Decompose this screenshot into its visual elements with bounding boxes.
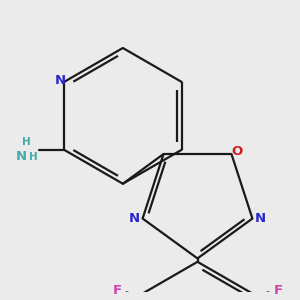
Text: N: N xyxy=(255,212,266,225)
Text: O: O xyxy=(231,145,242,158)
Text: N: N xyxy=(16,150,27,163)
Text: N: N xyxy=(54,74,66,87)
Text: N: N xyxy=(129,212,140,225)
Text: F: F xyxy=(273,284,283,297)
Text: H: H xyxy=(29,152,38,162)
Text: F: F xyxy=(112,284,122,297)
Text: H: H xyxy=(22,136,31,147)
